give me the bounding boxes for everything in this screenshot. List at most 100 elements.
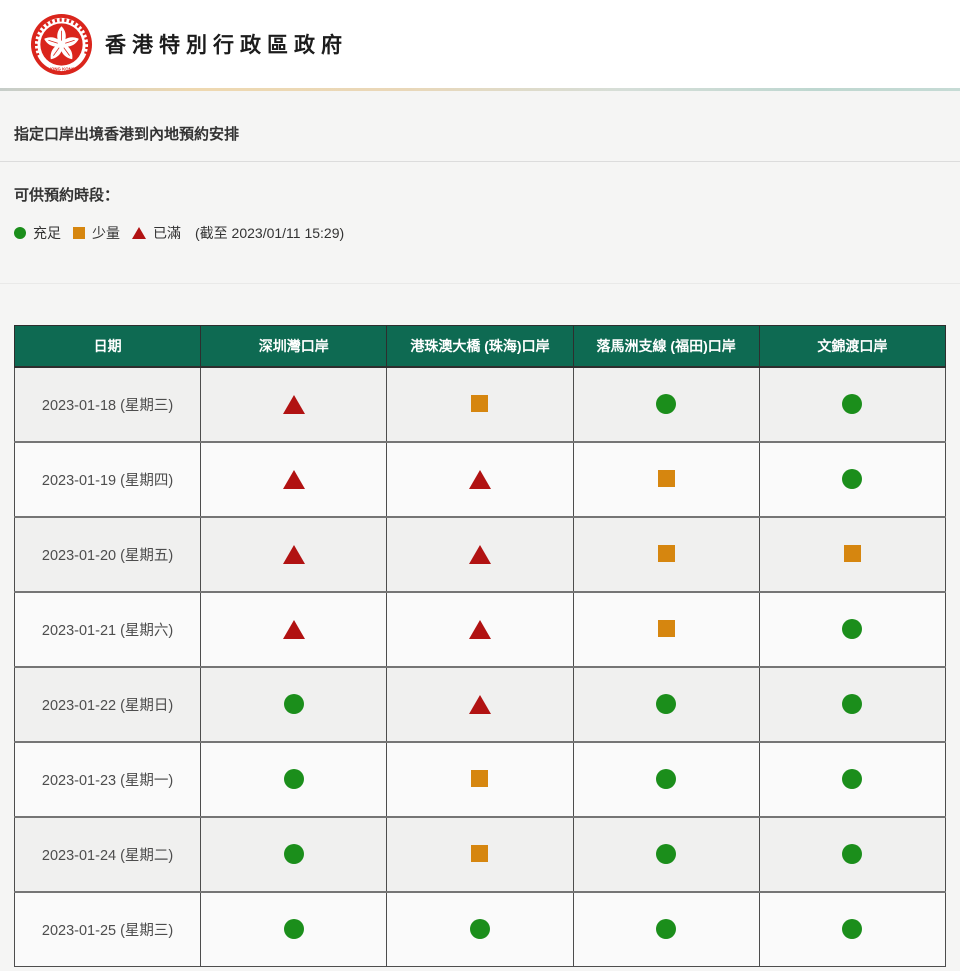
available-circle-icon bbox=[842, 919, 863, 940]
status-cell bbox=[758, 515, 947, 592]
gov-title[interactable]: 香港特別行政區政府 bbox=[105, 34, 348, 57]
status-cell bbox=[572, 740, 760, 817]
header-accent-line bbox=[0, 88, 960, 91]
full-triangle-icon bbox=[468, 544, 491, 564]
date-cell: 2023-01-20 (星期五) bbox=[13, 515, 202, 592]
status-cell bbox=[758, 890, 947, 967]
available-circle-icon bbox=[842, 469, 863, 489]
column-header-shenzhen-bay: 深圳灣口岸 bbox=[200, 325, 388, 368]
status-cell bbox=[572, 515, 760, 592]
full-triangle-icon bbox=[282, 394, 305, 414]
limited-square-icon bbox=[73, 227, 85, 239]
available-circle-icon bbox=[656, 769, 677, 789]
booking-availability-table: 日期 深圳灣口岸 港珠澳大橋 (珠海)口岸 落馬洲支線 (福田)口岸 文錦渡口岸… bbox=[13, 325, 947, 967]
date-cell: 2023-01-24 (星期二) bbox=[13, 815, 202, 892]
status-cell bbox=[758, 440, 947, 517]
status-cell bbox=[200, 665, 388, 742]
table-row: 2023-01-21 (星期六) bbox=[13, 590, 947, 667]
available-circle-icon bbox=[842, 694, 863, 714]
status-cell bbox=[758, 590, 947, 667]
date-cell: 2023-01-21 (星期六) bbox=[13, 590, 202, 667]
date-cell: 2023-01-18 (星期三) bbox=[13, 365, 202, 442]
available-circle-icon bbox=[283, 769, 304, 789]
date-cell: 2023-01-25 (星期三) bbox=[13, 890, 202, 967]
emblem-hong-kong-text: HONG KONG bbox=[48, 66, 76, 71]
table-row: 2023-01-22 (星期日) bbox=[13, 665, 947, 742]
available-circle-icon bbox=[842, 769, 863, 789]
full-triangle-icon bbox=[468, 694, 491, 714]
legend-item-full: 已滿 bbox=[132, 223, 181, 243]
available-circle-icon bbox=[842, 844, 863, 864]
column-header-hzmb-zhuhai: 港珠澳大橋 (珠海)口岸 bbox=[386, 325, 574, 368]
limited-square-icon bbox=[657, 470, 675, 488]
available-slots-label: 可供預約時段： bbox=[14, 187, 120, 204]
status-cell bbox=[200, 740, 388, 817]
available-circle-icon bbox=[283, 919, 304, 940]
full-triangle-icon bbox=[282, 469, 305, 489]
limited-square-icon bbox=[471, 770, 489, 788]
limited-square-icon bbox=[471, 845, 489, 863]
status-cell bbox=[758, 815, 947, 892]
legend-label-limited: 少量 bbox=[92, 225, 120, 241]
status-cell bbox=[758, 365, 947, 442]
legend-label-available: 充足 bbox=[33, 225, 61, 241]
available-circle-icon bbox=[14, 227, 26, 239]
table-row: 2023-01-23 (星期一) bbox=[13, 740, 947, 817]
date-cell: 2023-01-19 (星期四) bbox=[13, 440, 202, 517]
status-cell bbox=[758, 665, 947, 742]
available-circle-icon bbox=[842, 394, 863, 414]
legend: 充足 少量 已滿 (截至 2023/01/11 15:29) bbox=[0, 223, 960, 243]
limited-square-icon bbox=[657, 545, 675, 563]
limited-square-icon bbox=[843, 545, 861, 563]
status-cell bbox=[572, 815, 760, 892]
available-circle-icon bbox=[656, 394, 677, 414]
divider bbox=[0, 161, 960, 162]
status-cell bbox=[200, 515, 388, 592]
limited-square-icon bbox=[657, 620, 675, 638]
gov-header: HONG KONG 香港特別行政區政府 bbox=[0, 0, 960, 88]
status-cell bbox=[200, 890, 388, 967]
status-cell bbox=[386, 665, 574, 742]
available-circle-icon bbox=[656, 694, 677, 714]
legend-item-available: 充足 bbox=[14, 223, 61, 243]
legend-label-full: 已滿 bbox=[153, 225, 181, 241]
full-triangle-icon bbox=[282, 619, 305, 639]
full-triangle-icon bbox=[468, 469, 491, 489]
available-circle-icon bbox=[283, 844, 304, 864]
column-header-date: 日期 bbox=[13, 325, 202, 368]
table-row: 2023-01-20 (星期五) bbox=[13, 515, 947, 592]
emblem-band-characters bbox=[34, 17, 89, 56]
table-row: 2023-01-19 (星期四) bbox=[13, 440, 947, 517]
status-cell bbox=[572, 365, 760, 442]
bauhinia-flower-icon bbox=[44, 25, 79, 59]
available-circle-icon bbox=[469, 919, 490, 940]
full-triangle-icon bbox=[132, 227, 146, 239]
status-cell bbox=[758, 740, 947, 817]
status-cell bbox=[572, 890, 760, 967]
limited-square-icon bbox=[471, 395, 489, 413]
status-cell bbox=[386, 440, 574, 517]
date-cell: 2023-01-22 (星期日) bbox=[13, 665, 202, 742]
divider bbox=[0, 283, 960, 284]
page-title: 指定口岸出境香港到內地預約安排 bbox=[14, 126, 240, 143]
date-cell: 2023-01-23 (星期一) bbox=[13, 740, 202, 817]
table-row: 2023-01-18 (星期三) bbox=[13, 365, 947, 442]
status-cell bbox=[572, 440, 760, 517]
available-circle-icon bbox=[656, 919, 677, 940]
status-cell bbox=[200, 440, 388, 517]
status-cell bbox=[572, 590, 760, 667]
status-cell bbox=[200, 815, 388, 892]
available-circle-icon bbox=[842, 619, 863, 639]
main-content: 指定口岸出境香港到內地預約安排 可供預約時段： 充足 少量 已滿 (截至 202… bbox=[0, 91, 960, 971]
status-cell bbox=[572, 665, 760, 742]
column-header-man-kam-to: 文錦渡口岸 bbox=[758, 325, 947, 368]
status-cell bbox=[386, 515, 574, 592]
status-cell bbox=[386, 365, 574, 442]
status-cell bbox=[200, 365, 388, 442]
full-triangle-icon bbox=[282, 544, 305, 564]
available-circle-icon bbox=[656, 844, 677, 864]
status-cell bbox=[386, 890, 574, 967]
table-header-row: 日期 深圳灣口岸 港珠澳大橋 (珠海)口岸 落馬洲支線 (福田)口岸 文錦渡口岸 bbox=[13, 325, 947, 368]
status-cell bbox=[386, 740, 574, 817]
hksar-emblem-logo[interactable]: HONG KONG bbox=[30, 13, 93, 76]
